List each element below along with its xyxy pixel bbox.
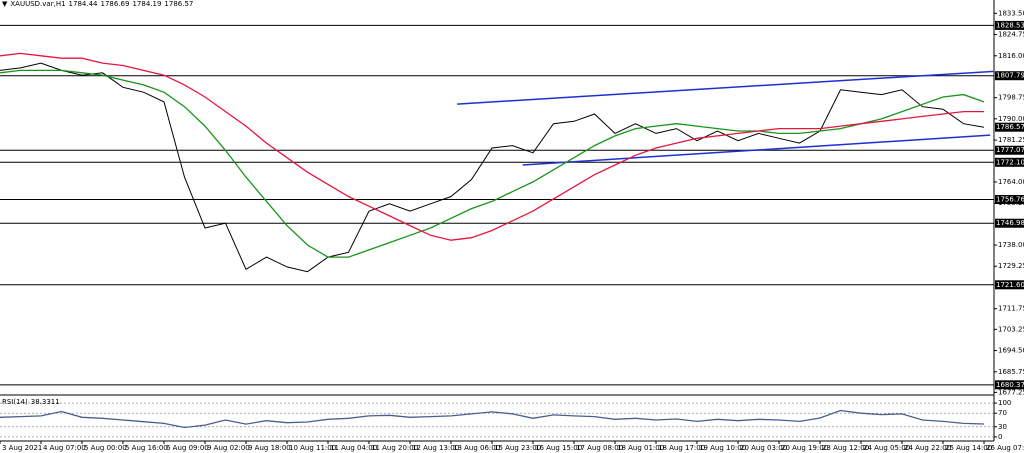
x-tick-label: 6 Aug 09:00 [166, 444, 209, 452]
x-tick-label: 25 Aug 14:00 [945, 444, 992, 452]
x-tick-label: 13 Aug 06:00 [453, 444, 500, 452]
y-tick-label: 1711.75 [998, 305, 1024, 313]
y-tick-label: 0 [998, 433, 1002, 441]
x-tick-label: 19 Aug 10:00 [699, 444, 746, 452]
trendline [457, 70, 995, 105]
level-label-box [995, 71, 1024, 81]
y-tick-label: 1738.00 [998, 241, 1024, 249]
last-price-label: 1786.57 [996, 123, 1024, 131]
level-label: 1807.79 [996, 72, 1024, 80]
level-label: 1746.98 [996, 219, 1024, 227]
level-label: 1721.60 [996, 281, 1024, 289]
symbol-header: ▼ XAUUSD.var,H1 1784.44 1786.69 1784.19 1786.… [2, 0, 196, 9]
x-tick-label: 4 Aug 07:00 [43, 444, 86, 452]
x-tick-label: 20 Aug 19:00 [781, 444, 828, 452]
y-tick-label: 1824.75 [998, 31, 1024, 39]
level-label: 1828.53 [996, 21, 1024, 29]
series-line [0, 52, 984, 241]
y-tick-label: 100 [998, 399, 1011, 407]
level-label: 1777.07 [996, 146, 1024, 154]
rsi-header: RSI(14) 38.3311 [2, 398, 63, 407]
x-tick-label: 15 Aug 23:00 [494, 444, 541, 452]
open: 1784.44 [68, 0, 98, 8]
x-tick-label: 11 Aug 20:00 [371, 444, 418, 452]
x-tick-label: 17 Aug 08:00 [576, 444, 623, 452]
level-label-box [995, 157, 1024, 167]
x-tick-label: 5 Aug 00:00 [84, 444, 127, 452]
last-price-box [995, 122, 1024, 132]
high: 1786.69 [100, 0, 130, 8]
x-tick-label: 18 Aug 01:00 [617, 444, 664, 452]
x-tick-label: 20 Aug 03:00 [740, 444, 787, 452]
y-tick-label: 1764.00 [998, 178, 1024, 186]
x-tick-label: 10 Aug 11:00 [289, 444, 336, 452]
x-tick-label: 9 Aug 18:00 [248, 444, 291, 452]
x-tick-label: 23 Aug 12:00 [822, 444, 869, 452]
level-label-box [995, 380, 1024, 390]
y-tick-label: 1781.25 [998, 136, 1024, 144]
x-tick-label: 9 Aug 02:00 [207, 444, 250, 452]
y-tick-label: 1694.50 [998, 347, 1024, 355]
level-label: 1680.37 [996, 381, 1024, 389]
level-label-box [995, 20, 1024, 30]
level-label: 1756.76 [996, 196, 1024, 204]
y-tick-label: 70 [998, 409, 1007, 417]
x-tick-label: 11 Aug 04:00 [330, 444, 377, 452]
symbol: XAUUSD.var,H1 [10, 0, 66, 8]
x-tick-label: 26 Aug 07:00 [986, 444, 1024, 452]
x-tick-label: 3 Aug 2021 [2, 444, 42, 452]
y-tick-label: 1677.25 [998, 388, 1024, 396]
x-tick-label: 18 Aug 17:00 [658, 444, 705, 452]
y-tick-label: 1703.25 [998, 325, 1024, 333]
low: 1784.19 [132, 0, 162, 8]
level-label-box [995, 195, 1024, 205]
close: 1786.57 [164, 0, 194, 8]
x-tick-label: 5 Aug 16:00 [125, 444, 168, 452]
y-tick-label: 30 [998, 423, 1007, 431]
level-label-box [995, 218, 1024, 228]
rsi-title: RSI(14) [2, 398, 28, 406]
x-tick-label: 24 Aug 22:00 [904, 444, 951, 452]
x-tick-label: 16 Aug 15:00 [535, 444, 582, 452]
level-label-box [995, 280, 1024, 290]
y-tick-label: 1790.00 [998, 115, 1024, 123]
trendline [522, 134, 991, 166]
x-tick-label: 12 Aug 13:00 [412, 444, 459, 452]
y-tick-label: 1833.50 [998, 9, 1024, 17]
y-tick-label: 1685.75 [998, 368, 1024, 376]
series-line [0, 69, 985, 258]
y-tick-label: 1729.25 [998, 262, 1024, 270]
rsi-value: 38.3311 [30, 398, 60, 406]
series-line [0, 409, 985, 429]
x-tick-label: 24 Aug 05:00 [863, 444, 910, 452]
header-arrow: ▼ [2, 0, 8, 8]
level-label-box [995, 145, 1024, 155]
level-label: 1772.10 [996, 158, 1024, 166]
y-tick-label: 1816.00 [998, 52, 1024, 60]
y-tick-label: 1798.75 [998, 94, 1024, 102]
